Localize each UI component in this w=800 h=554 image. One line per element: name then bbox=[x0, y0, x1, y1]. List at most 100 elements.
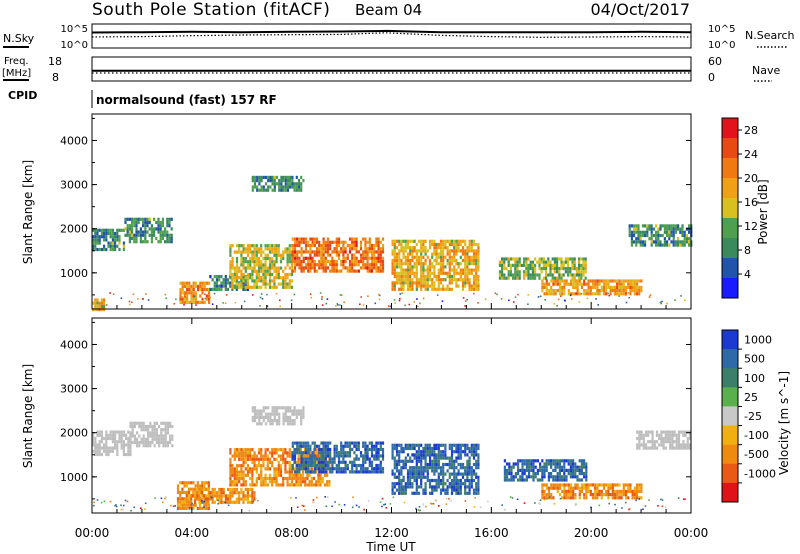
range-cell bbox=[406, 475, 410, 479]
range-cell bbox=[633, 240, 636, 244]
range-cell bbox=[435, 249, 438, 253]
range-cell bbox=[618, 489, 621, 493]
range-cell bbox=[569, 465, 572, 469]
range-cell bbox=[181, 288, 184, 292]
range-cell bbox=[671, 430, 674, 434]
speckle-cell bbox=[174, 505, 176, 507]
range-cell bbox=[300, 422, 303, 426]
range-cell bbox=[251, 272, 254, 277]
range-cell bbox=[216, 497, 219, 501]
speckle-cell bbox=[432, 502, 435, 505]
range-cell bbox=[135, 220, 138, 225]
speckle-cell bbox=[261, 297, 264, 300]
range-cell bbox=[197, 288, 200, 292]
range-cell bbox=[137, 220, 140, 225]
power-colorbar-swatch bbox=[722, 178, 738, 199]
range-cell bbox=[439, 242, 443, 247]
range-cell bbox=[353, 451, 356, 455]
range-cell bbox=[288, 272, 291, 277]
range-cell bbox=[251, 409, 254, 413]
range-cell bbox=[293, 185, 296, 189]
range-cell bbox=[322, 470, 325, 474]
range-cell bbox=[391, 239, 394, 243]
range-cell bbox=[411, 239, 414, 243]
range-cell bbox=[238, 476, 241, 481]
range-cell bbox=[229, 483, 232, 487]
range-cell bbox=[554, 289, 557, 293]
range-cell bbox=[442, 249, 445, 253]
range-cell bbox=[359, 256, 363, 260]
range-cell bbox=[351, 447, 354, 452]
range-cell bbox=[366, 263, 369, 267]
range-cell bbox=[464, 491, 467, 495]
range-cell bbox=[240, 269, 243, 273]
range-cell bbox=[98, 443, 101, 447]
speckle-cell bbox=[511, 497, 514, 499]
range-cell bbox=[310, 483, 313, 487]
range-cell bbox=[541, 475, 544, 479]
speckle-cell bbox=[339, 294, 342, 296]
range-cell bbox=[464, 265, 467, 269]
range-cell bbox=[543, 468, 546, 472]
range-cell bbox=[279, 253, 283, 257]
range-cell bbox=[422, 450, 425, 454]
range-cell bbox=[406, 446, 410, 451]
range-cell bbox=[192, 297, 195, 301]
range-cell bbox=[284, 250, 287, 254]
range-cell bbox=[342, 467, 345, 471]
range-cell bbox=[468, 239, 471, 243]
range-cell bbox=[231, 464, 234, 468]
range-cell bbox=[298, 441, 301, 445]
range-cell bbox=[311, 266, 314, 270]
range-cell bbox=[644, 446, 648, 450]
range-cell bbox=[94, 298, 97, 302]
range-cell bbox=[435, 278, 438, 282]
range-cell bbox=[364, 256, 367, 260]
range-cell bbox=[126, 230, 129, 234]
range-cell bbox=[424, 491, 427, 495]
range-cell bbox=[395, 281, 399, 285]
range-cell bbox=[262, 175, 265, 179]
range-cell bbox=[550, 279, 553, 283]
range-cell bbox=[301, 454, 305, 458]
range-cell bbox=[291, 247, 294, 251]
range-cell bbox=[512, 263, 515, 267]
range-cell bbox=[426, 278, 429, 282]
range-cell bbox=[572, 475, 575, 479]
range-cell bbox=[203, 497, 206, 501]
range-cell bbox=[464, 466, 467, 470]
range-cell bbox=[159, 233, 162, 237]
range-cell bbox=[296, 447, 299, 452]
range-cell bbox=[450, 482, 454, 486]
speckle-cell bbox=[109, 292, 111, 294]
range-cell bbox=[246, 276, 250, 280]
range-cell bbox=[244, 266, 247, 270]
range-cell bbox=[242, 460, 245, 465]
range-cell bbox=[135, 217, 138, 221]
range-cell bbox=[545, 468, 548, 472]
range-cell bbox=[190, 494, 193, 498]
range-cell bbox=[256, 185, 259, 189]
range-cell bbox=[672, 230, 675, 234]
range-cell bbox=[472, 278, 476, 282]
range-cell bbox=[455, 252, 458, 256]
range-cell bbox=[600, 285, 603, 289]
range-cell bbox=[415, 284, 418, 288]
range-cell bbox=[364, 247, 367, 251]
range-cell bbox=[424, 446, 427, 451]
range-cell bbox=[240, 491, 243, 495]
range-cell bbox=[607, 282, 610, 286]
range-cell bbox=[657, 237, 660, 241]
range-cell bbox=[585, 493, 588, 497]
range-cell bbox=[417, 284, 421, 288]
range-cell bbox=[406, 482, 410, 486]
range-cell bbox=[331, 457, 334, 461]
range-cell bbox=[411, 268, 414, 272]
range-cell bbox=[622, 493, 625, 497]
range-cell bbox=[351, 247, 354, 251]
range-cell bbox=[190, 294, 193, 298]
range-cell bbox=[208, 291, 211, 295]
range-cell bbox=[413, 255, 416, 259]
range-cell bbox=[207, 497, 210, 501]
range-cell bbox=[521, 465, 524, 469]
